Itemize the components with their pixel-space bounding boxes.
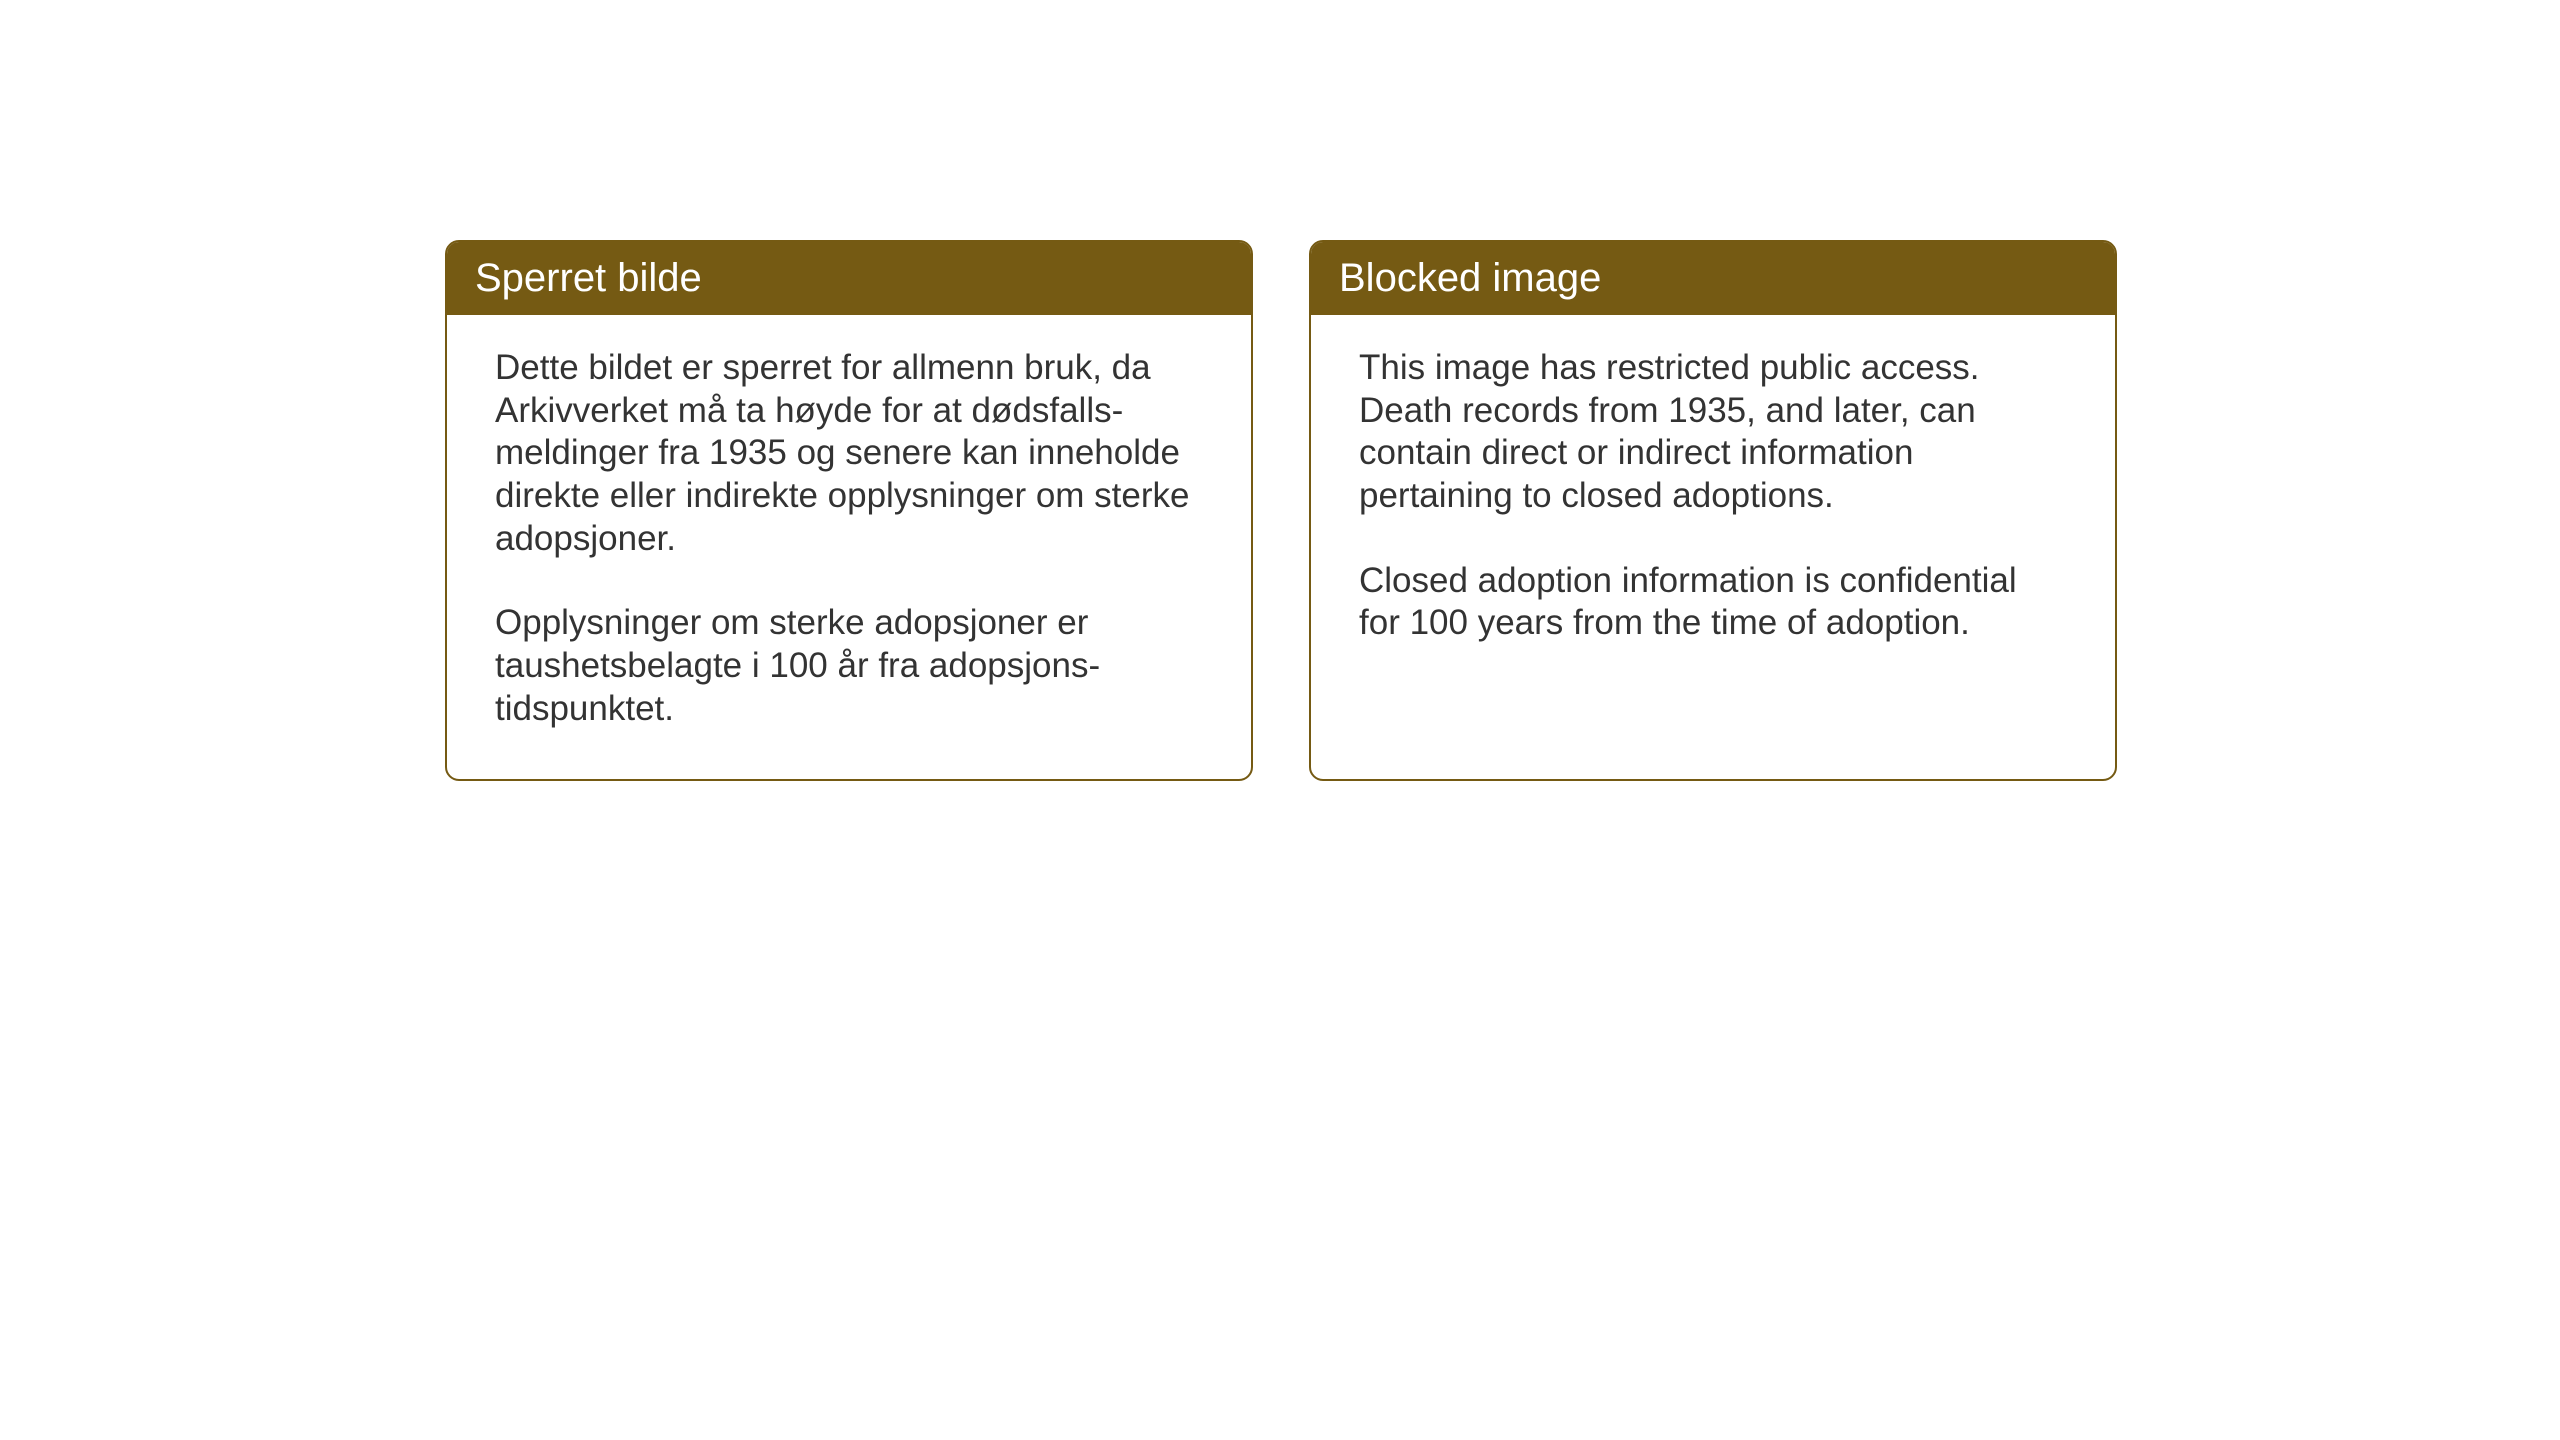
notice-card-header-norwegian: Sperret bilde [447, 242, 1251, 315]
notice-card-norwegian: Sperret bilde Dette bildet er sperret fo… [445, 240, 1253, 781]
notice-card-body-english: This image has restricted public access.… [1311, 315, 2115, 757]
notice-card-english: Blocked image This image has restricted … [1309, 240, 2117, 781]
notice-title-norwegian: Sperret bilde [475, 256, 702, 300]
notice-paragraph-1-norwegian: Dette bildet er sperret for allmenn bruk… [495, 347, 1203, 560]
notice-cards-container: Sperret bilde Dette bildet er sperret fo… [445, 240, 2117, 781]
notice-paragraph-2-norwegian: Opplysninger om sterke adopsjoner er tau… [495, 602, 1203, 730]
notice-paragraph-1-english: This image has restricted public access.… [1359, 347, 2067, 518]
notice-card-header-english: Blocked image [1311, 242, 2115, 315]
notice-card-body-norwegian: Dette bildet er sperret for allmenn bruk… [447, 315, 1251, 779]
notice-title-english: Blocked image [1339, 256, 1601, 300]
notice-paragraph-2-english: Closed adoption information is confident… [1359, 560, 2067, 645]
